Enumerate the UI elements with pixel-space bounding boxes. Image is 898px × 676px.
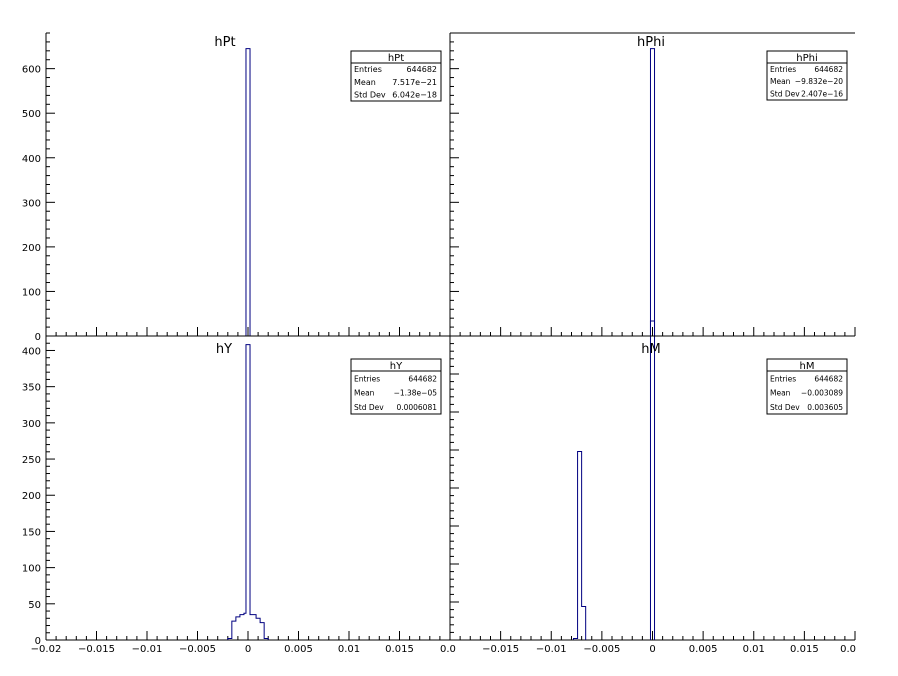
stats-label: Std Dev	[770, 90, 800, 99]
stats-value: 0.003605	[807, 403, 843, 412]
x-tick-label: −0.01	[536, 644, 567, 655]
stats-box	[766, 50, 848, 101]
y-tick-label: 100	[22, 564, 41, 575]
histogram-outline	[573, 320, 656, 640]
histogram-outline	[227, 344, 269, 640]
stats-label: Mean	[770, 77, 791, 86]
stats-value: 644682	[814, 65, 843, 74]
x-tick-label: 0.0	[840, 644, 856, 655]
x-tick-label: −0.015	[78, 644, 115, 655]
stats-label: Mean	[354, 389, 375, 398]
x-tick-label: 0.015	[790, 644, 819, 655]
panel-hY: 0 50 100 150 200 250 300 350 400 −0.02 −0.015 −0.01…	[22, 335, 456, 655]
stats-label: Mean	[770, 389, 791, 398]
panel-title: hPhi	[637, 35, 665, 50]
stats-title: hPt	[388, 53, 404, 64]
stats-label: Std Dev	[354, 90, 386, 99]
y-tick-label: 500	[22, 109, 41, 120]
panel-hPt: 0 100 200 300 400 500 600 hPt hPt Entries 644682 Me…	[22, 32, 451, 343]
stats-title: hPhi	[796, 53, 817, 64]
y-tick-label: 350	[22, 383, 41, 394]
x-tick-label: 0.005	[284, 644, 313, 655]
y-tick-label: 400	[22, 346, 41, 357]
stats-box	[766, 358, 848, 415]
stats-label: Std Dev	[770, 403, 800, 412]
stats-label: Entries	[770, 65, 796, 74]
stats-label: Mean	[354, 78, 376, 87]
x-tick-label: −0.005	[179, 644, 216, 655]
histogram-outline	[649, 48, 656, 336]
stats-value: 0.0006081	[396, 403, 437, 412]
stats-title: hY	[390, 361, 403, 372]
x-tick-label: 0.01	[743, 644, 765, 655]
stats-box	[350, 50, 442, 102]
stats-label: Entries	[770, 374, 796, 383]
panel-title: hPt	[214, 35, 235, 50]
x-tick-label: 0.01	[338, 644, 360, 655]
stats-box	[350, 358, 442, 415]
stats-value: 6.042e−18	[392, 90, 437, 99]
stats-value: 644682	[814, 374, 843, 383]
stats-value: 644682	[408, 374, 437, 383]
x-tick-label: 0.0	[440, 644, 456, 655]
x-tick-label: −0.005	[583, 644, 620, 655]
y-tick-label: 300	[22, 419, 41, 430]
x-tick-label: 0.015	[385, 644, 414, 655]
y-tick-label: 150	[22, 527, 41, 538]
y-tick-label: 0	[35, 636, 41, 647]
stats-label: Entries	[354, 374, 380, 383]
y-tick-label: 400	[22, 154, 41, 165]
x-tick-label: −0.01	[132, 644, 163, 655]
stats-value: −9.832e−20	[795, 77, 843, 86]
panel-title: hM	[641, 342, 660, 357]
x-tick-label: −0.02	[31, 644, 62, 655]
stats-label: Entries	[354, 65, 382, 74]
y-tick-label: 50	[28, 600, 41, 611]
y-tick-label: 600	[22, 65, 41, 76]
stats-label: Std Dev	[354, 403, 384, 412]
panel-hM: −0.015 −0.01 −0.005 0 0.005 0.01 0.015 0.0 hM hM E…	[449, 320, 856, 655]
y-tick-label: 250	[22, 455, 41, 466]
panel-title: hY	[216, 342, 232, 357]
y-tick-label: 200	[22, 243, 41, 254]
stats-value: −0.003089	[801, 389, 843, 398]
y-tick-label: 100	[22, 287, 41, 298]
x-tick-label: −0.015	[482, 644, 519, 655]
x-tick-label: 0	[245, 644, 251, 655]
y-tick-label: 300	[22, 198, 41, 209]
y-tick-label: 0	[35, 332, 41, 343]
stats-value: 2.407e−16	[801, 90, 843, 99]
stats-value: 7.517e−21	[392, 78, 437, 87]
stats-value: −1.38e−05	[394, 389, 438, 398]
histogram-outline	[245, 48, 251, 336]
stats-value: 644682	[406, 65, 437, 74]
y-tick-label: 200	[22, 491, 41, 502]
x-tick-label: 0	[649, 644, 655, 655]
stats-title: hM	[800, 361, 815, 372]
x-tick-label: 0.005	[689, 644, 718, 655]
